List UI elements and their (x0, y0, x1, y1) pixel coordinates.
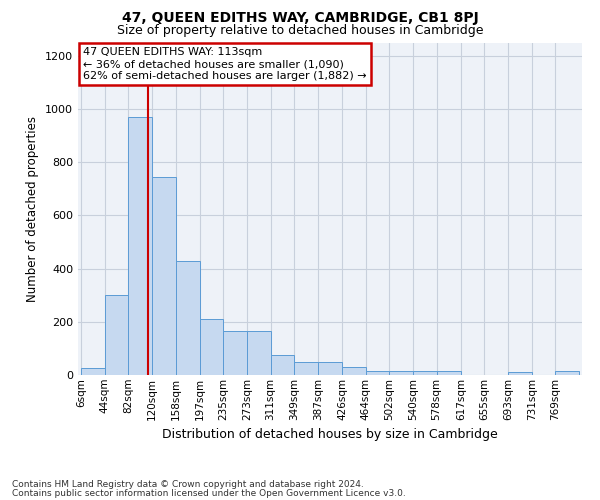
Y-axis label: Number of detached properties: Number of detached properties (26, 116, 40, 302)
Bar (555, 371, 579, 375)
Bar (128, 117, 152, 375)
Bar (389, 371, 413, 375)
Bar (271, 355, 294, 375)
Text: 47, QUEEN EDITHS WAY, CAMBRIDGE, CB1 8PJ: 47, QUEEN EDITHS WAY, CAMBRIDGE, CB1 8PJ (122, 11, 478, 25)
Bar (342, 367, 366, 375)
Bar (413, 371, 437, 375)
X-axis label: Distribution of detached houses by size in Cambridge: Distribution of detached houses by size … (162, 428, 498, 441)
Bar (318, 362, 342, 375)
Bar (152, 177, 176, 375)
Bar (200, 319, 223, 375)
Text: Size of property relative to detached houses in Cambridge: Size of property relative to detached ho… (117, 24, 483, 37)
Bar (176, 260, 200, 375)
Bar (294, 362, 318, 375)
Text: 47 QUEEN EDITHS WAY: 113sqm
← 36% of detached houses are smaller (1,090)
62% of : 47 QUEEN EDITHS WAY: 113sqm ← 36% of det… (83, 48, 367, 80)
Text: Contains public sector information licensed under the Open Government Licence v3: Contains public sector information licen… (12, 488, 406, 498)
Bar (366, 371, 389, 375)
Bar (223, 331, 247, 375)
Bar (508, 372, 532, 375)
Bar (437, 371, 461, 375)
Bar (247, 331, 271, 375)
Bar (81, 368, 105, 375)
Text: Contains HM Land Registry data © Crown copyright and database right 2024.: Contains HM Land Registry data © Crown c… (12, 480, 364, 489)
Bar (105, 295, 128, 375)
